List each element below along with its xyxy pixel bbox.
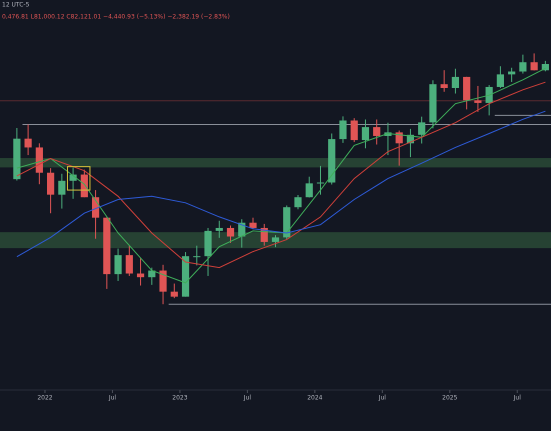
candle-body [530,62,538,71]
candle-body [541,64,549,71]
candle-body [373,127,381,136]
x-tick-label: 2022 [37,395,52,402]
candle-body [249,222,257,228]
candle-body [474,100,482,103]
candle-body [226,227,235,237]
x-tick-label: Jul [513,395,522,402]
candle-body [58,180,66,195]
header-ohlc: 0,476.81 L81,000.12 C82,121.01 −4,440.93… [2,14,230,21]
candle-body [451,76,460,88]
candle-body [271,237,280,242]
candle-body [260,227,268,242]
candle-body [418,122,426,135]
x-tick-label: 2024 [307,395,322,402]
candle-body [395,132,403,144]
candle-body [463,76,471,101]
candle-body [170,291,178,297]
candle-body [350,120,358,141]
candle-body [508,71,516,75]
candle-body [384,132,392,136]
candle-body [361,127,370,141]
candle-body [193,256,201,258]
candle-body [159,270,167,292]
candle-body [125,255,133,274]
candle-body [24,138,32,148]
x-tick-label: 2023 [172,395,187,402]
candle-body [440,84,448,88]
candle-body [80,174,88,198]
candle-body [148,270,156,278]
candle-body [47,172,55,195]
zone [0,158,551,168]
x-tick-label: Jul [378,395,387,402]
moving-average [16,81,546,269]
candle-body [35,147,43,173]
x-tick-label: Jul [108,395,117,402]
header-time: 12 UTC-5 [2,2,30,9]
candle-body [519,62,527,72]
candle-body [13,138,21,180]
x-tick-label: 2025 [442,395,457,402]
x-tick-label: Jul [243,395,252,402]
candle-body [238,222,246,237]
candle-body [429,84,437,123]
candle-body [181,256,190,297]
candle-body [406,134,415,144]
candle-body [136,273,145,278]
candle-body [316,182,325,184]
candle-body [283,207,291,238]
candle-body [305,183,313,198]
candle-body [328,139,336,183]
candle-body [215,227,223,231]
candle-body [114,255,122,275]
candle-body [103,217,111,275]
highlight-box [66,166,91,191]
candle-body [339,120,347,140]
candle-body [69,174,77,181]
candle-body [496,74,504,87]
candle-body [294,197,302,208]
moving-average [16,110,546,258]
candle-body [91,197,100,218]
candle-body [204,230,212,257]
